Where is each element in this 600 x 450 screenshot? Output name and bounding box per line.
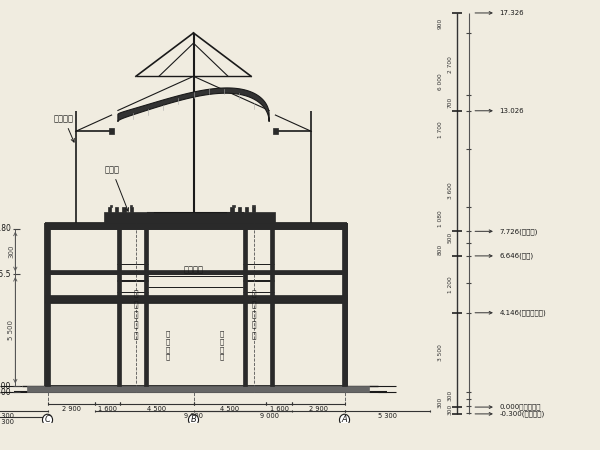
- Text: 1 080: 1 080: [438, 211, 443, 227]
- Text: 9 000: 9 000: [260, 413, 278, 419]
- Bar: [270, 223, 274, 386]
- Text: 13.026: 13.026: [499, 108, 524, 114]
- Bar: [45, 270, 347, 274]
- Circle shape: [340, 414, 350, 426]
- Text: B: B: [191, 415, 196, 424]
- Text: 300: 300: [8, 245, 14, 258]
- Text: 轨道架: 轨道架: [104, 165, 128, 211]
- Text: 6.646(轨顶): 6.646(轨顶): [499, 252, 533, 259]
- Bar: [342, 223, 347, 386]
- Text: 3 600: 3 600: [448, 182, 453, 199]
- Bar: [109, 128, 114, 135]
- Text: 3 500: 3 500: [438, 344, 443, 361]
- Text: 9 000: 9 000: [184, 413, 203, 419]
- Text: 5 300: 5 300: [0, 419, 14, 425]
- Text: ±0.00: ±0.00: [0, 382, 11, 391]
- Bar: [115, 207, 118, 212]
- Bar: [148, 213, 243, 223]
- Text: 900: 900: [438, 18, 443, 29]
- Bar: [238, 207, 241, 212]
- Bar: [252, 207, 255, 212]
- Text: 2 700: 2 700: [448, 56, 453, 72]
- Text: 300: 300: [448, 404, 453, 415]
- Text: C: C: [44, 415, 50, 424]
- Text: 1 600: 1 600: [98, 406, 117, 412]
- Polygon shape: [118, 88, 269, 122]
- Text: 6 000: 6 000: [438, 73, 443, 90]
- Text: 5 500: 5 500: [8, 320, 14, 340]
- Text: 7.80: 7.80: [0, 224, 11, 233]
- Text: 7.726(站台面): 7.726(站台面): [499, 228, 538, 234]
- Bar: [272, 128, 278, 135]
- Bar: [45, 295, 347, 302]
- Text: 接触网柱: 接触网柱: [54, 114, 74, 142]
- Text: 4.146(结构最低处): 4.146(结构最低处): [499, 310, 546, 316]
- Text: 1 700: 1 700: [438, 122, 443, 139]
- Bar: [252, 205, 254, 207]
- Text: 1 200: 1 200: [448, 276, 453, 293]
- Text: 5 300: 5 300: [378, 413, 397, 419]
- Circle shape: [43, 414, 53, 426]
- Bar: [130, 207, 133, 212]
- Text: 2 900: 2 900: [62, 406, 80, 412]
- Bar: [110, 205, 112, 207]
- Bar: [45, 223, 50, 386]
- Bar: [227, 212, 275, 223]
- Bar: [245, 207, 248, 212]
- Text: 5 300: 5 300: [0, 413, 14, 419]
- Text: 0.000站厅层地面: 0.000站厅层地面: [499, 404, 541, 410]
- Text: 500: 500: [448, 231, 453, 243]
- Circle shape: [188, 414, 199, 426]
- Bar: [230, 207, 233, 212]
- Text: -0.300: -0.300: [0, 388, 11, 397]
- Text: +5.5: +5.5: [0, 270, 11, 279]
- Bar: [104, 212, 153, 223]
- Text: 右
轨
中
心
线: 右 轨 中 心 线: [251, 290, 256, 340]
- Text: 4 500: 4 500: [220, 406, 239, 412]
- Text: 1 600: 1 600: [270, 406, 289, 412]
- Bar: [232, 205, 235, 207]
- Text: A: A: [341, 415, 347, 424]
- Bar: [243, 223, 247, 386]
- Bar: [117, 223, 121, 386]
- Bar: [148, 213, 243, 223]
- Text: 300: 300: [448, 390, 453, 401]
- Bar: [27, 386, 369, 392]
- Text: 左
轨
中
心
线: 左 轨 中 心 线: [134, 290, 138, 340]
- Bar: [122, 207, 125, 212]
- Text: 2 900: 2 900: [309, 406, 328, 412]
- Bar: [108, 207, 111, 212]
- Text: 700: 700: [448, 97, 453, 108]
- Text: 17.326: 17.326: [499, 10, 524, 16]
- Text: 800: 800: [438, 244, 443, 255]
- Text: 站
台
边
线: 站 台 边 线: [165, 331, 170, 360]
- Bar: [45, 223, 347, 229]
- Bar: [130, 205, 132, 207]
- Text: -0.300(室内地坐): -0.300(室内地坐): [499, 410, 544, 417]
- Text: 300: 300: [438, 397, 443, 408]
- Text: 框架横架: 框架横架: [184, 265, 203, 274]
- Text: 站
台
边
线: 站 台 边 线: [219, 331, 224, 360]
- Text: 4 500: 4 500: [148, 406, 167, 412]
- Bar: [144, 223, 148, 386]
